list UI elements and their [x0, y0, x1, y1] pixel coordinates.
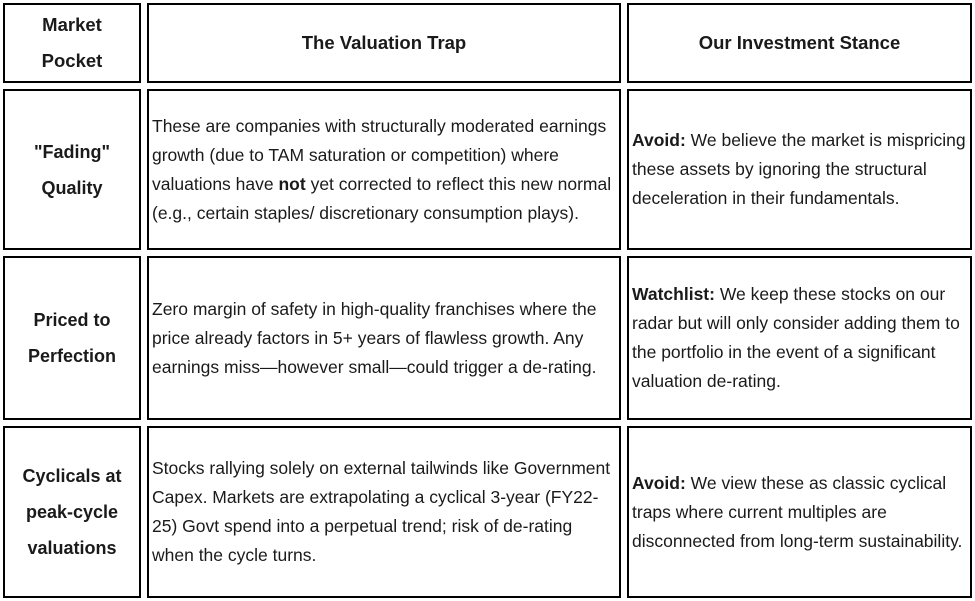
cell-pocket-cyclicals-peak-cycle: Cyclicals at peak-cycle valuations	[3, 426, 141, 598]
stance-text: Avoid: We believe the market is misprici…	[632, 130, 966, 208]
cell-stance-cyclicals-peak-cycle: Avoid: We view these as classic cyclical…	[627, 426, 972, 598]
cell-stance-fading-quality: Avoid: We believe the market is misprici…	[627, 89, 972, 250]
stance-text: Avoid: We view these as classic cyclical…	[632, 472, 963, 551]
cell-trap-cyclicals-peak-cycle: Stocks rallying solely on external tailw…	[147, 426, 621, 598]
stance-text: Watchlist: We keep these stocks on our r…	[632, 284, 960, 391]
header-market-pocket: Market Pocket	[3, 3, 141, 83]
header-investment-stance: Our Investment Stance	[627, 3, 972, 83]
cell-trap-fading-quality: These are companies with structurally mo…	[147, 89, 621, 250]
trap-text: These are companies with structurally mo…	[152, 115, 612, 223]
header-valuation-trap: The Valuation Trap	[147, 3, 621, 83]
cell-pocket-fading-quality: "Fading" Quality	[3, 89, 141, 250]
trap-text: Stocks rallying solely on external tailw…	[152, 458, 611, 565]
trap-text: Zero margin of safety in high-quality fr…	[152, 298, 597, 377]
cell-stance-priced-to-perfection: Watchlist: We keep these stocks on our r…	[627, 256, 972, 420]
cell-trap-priced-to-perfection: Zero margin of safety in high-quality fr…	[147, 256, 621, 420]
cell-pocket-priced-to-perfection: Priced to Perfection	[3, 256, 141, 420]
